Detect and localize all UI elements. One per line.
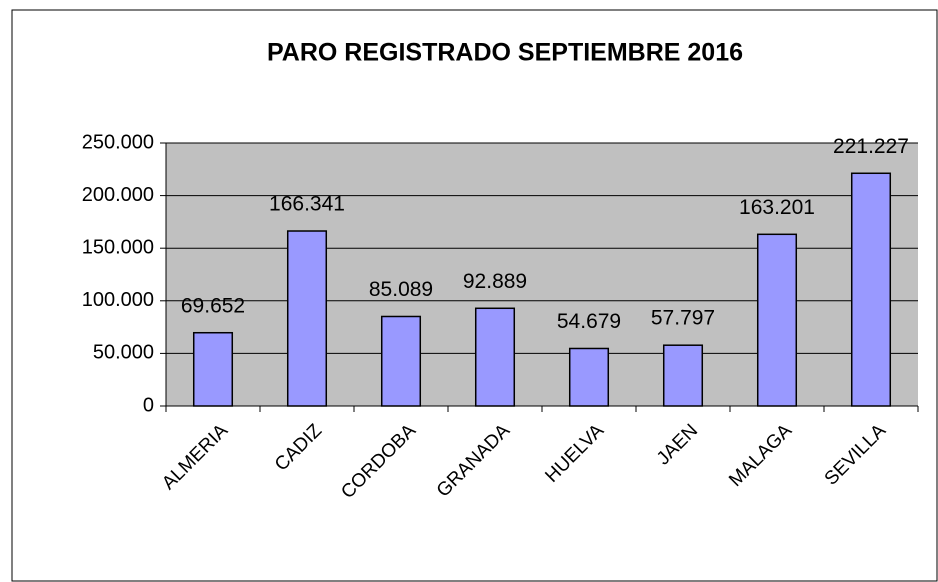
y-tick-label: 250.000 bbox=[82, 131, 154, 153]
bar bbox=[474, 307, 516, 407]
y-tick-label: 150.000 bbox=[82, 236, 154, 258]
data-label: 57.797 bbox=[651, 307, 715, 330]
plot-area bbox=[166, 143, 918, 406]
data-label: 221.227 bbox=[833, 135, 909, 158]
bar bbox=[662, 344, 704, 407]
y-tick-label: 50.000 bbox=[93, 342, 154, 364]
data-label: 166.341 bbox=[269, 193, 345, 216]
bar bbox=[192, 331, 234, 407]
bar bbox=[850, 172, 892, 407]
bar bbox=[756, 233, 798, 407]
data-label: 85.089 bbox=[369, 278, 433, 301]
bar bbox=[568, 347, 610, 407]
y-tick-label: 100.000 bbox=[82, 289, 154, 311]
chart-title: PARO REGISTRADO SEPTIEMBRE 2016 bbox=[267, 39, 743, 67]
bar bbox=[380, 315, 422, 407]
y-tick-label: 0 bbox=[143, 394, 154, 416]
data-label: 163.201 bbox=[739, 196, 815, 219]
y-tick-label: 200.000 bbox=[82, 184, 154, 206]
data-label: 92.889 bbox=[463, 270, 527, 293]
data-label: 69.652 bbox=[181, 294, 245, 317]
data-label: 54.679 bbox=[557, 310, 621, 333]
bar bbox=[286, 230, 328, 407]
